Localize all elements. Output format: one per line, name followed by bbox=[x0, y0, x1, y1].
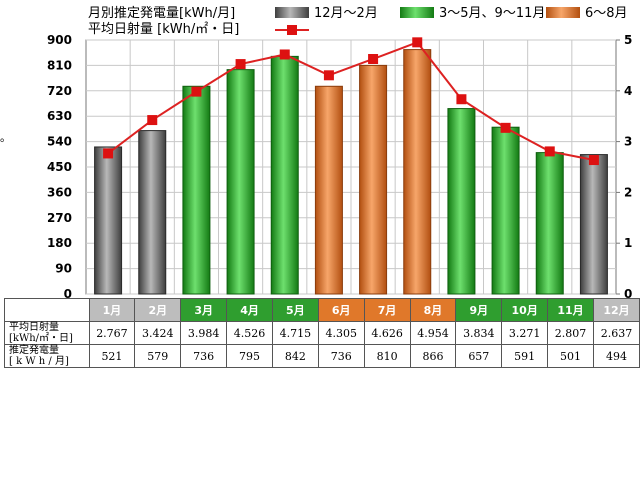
table-month-5: 5月 bbox=[271, 298, 319, 322]
line-axis-title: 平均日射量 [kWh/㎡・日] bbox=[88, 21, 239, 37]
irradiance-value-5: 4.715 bbox=[271, 321, 319, 345]
bar-9 bbox=[447, 108, 476, 295]
bar-5 bbox=[270, 55, 299, 295]
y-left-tick-label: 720 bbox=[47, 84, 72, 98]
table-row-irradiance: 平均日射量 [kWh/㎡・日] 2.767 3.424 3.984 4.526 4.71… bbox=[4, 321, 640, 345]
bar-10 bbox=[491, 126, 520, 295]
generation-value-1: 521 bbox=[88, 344, 136, 368]
table-row-months: 1月 2月 3月 4月 5月 6月 7月 8月 9月 10月 11月 12月 bbox=[4, 298, 640, 322]
chart: 月別推定発電量[kWh/月] 平均日射量 [kWh/㎡・日] 12月～2月 3～… bbox=[47, 6, 632, 300]
irradiance-value-3: 3.984 bbox=[180, 321, 228, 345]
y-right-tick-label: 4 bbox=[624, 84, 632, 98]
table-month-6: 6月 bbox=[317, 298, 365, 322]
generation-value-12: 494 bbox=[592, 344, 640, 368]
irradiance-marker-7 bbox=[368, 53, 379, 64]
y-left-tick-label: 360 bbox=[47, 185, 72, 199]
table-month-1: 1月 bbox=[88, 298, 136, 322]
generation-value-2: 579 bbox=[134, 344, 182, 368]
irradiance-value-4: 4.526 bbox=[226, 321, 273, 345]
generation-value-11: 501 bbox=[547, 344, 594, 368]
irradiance-marker-4 bbox=[235, 59, 246, 70]
irradiance-value-9: 3.834 bbox=[455, 321, 503, 345]
irradiance-value-12: 2.637 bbox=[592, 321, 640, 345]
generation-value-4: 795 bbox=[226, 344, 273, 368]
irradiance-marker-11 bbox=[544, 146, 555, 157]
generation-value-8: 866 bbox=[409, 344, 457, 368]
irradiance-marker-6 bbox=[323, 70, 334, 81]
y-right-tick-label: 2 bbox=[624, 185, 632, 199]
irradiance-value-10: 3.271 bbox=[501, 321, 549, 345]
generation-value-6: 736 bbox=[317, 344, 365, 368]
generation-value-7: 810 bbox=[363, 344, 411, 368]
y-left-tick-label: 450 bbox=[47, 160, 72, 174]
bar-2 bbox=[138, 130, 167, 295]
irradiance-value-8: 4.954 bbox=[409, 321, 457, 345]
legend-swatch-orange bbox=[546, 7, 580, 18]
data-table: 1月 2月 3月 4月 5月 6月 7月 8月 9月 10月 11月 12月 平均日射量 [kWh/㎡… bbox=[4, 298, 640, 368]
y-right-tick-label: 0 bbox=[624, 287, 632, 300]
table-month-4: 4月 bbox=[226, 298, 273, 322]
table-row-generation: 推定発電量 [ k W h / 月] 521 579 736 795 842 736 810… bbox=[4, 344, 640, 368]
table-corner bbox=[4, 298, 90, 322]
irradiance-value-6: 4.305 bbox=[317, 321, 365, 345]
generation-value-3: 736 bbox=[180, 344, 228, 368]
legend-swatch-green bbox=[400, 7, 434, 18]
table-month-2: 2月 bbox=[134, 298, 182, 322]
bar-4 bbox=[226, 69, 255, 295]
y-right-tick-label: 3 bbox=[624, 135, 632, 149]
bar-6 bbox=[314, 85, 343, 295]
irradiance-marker-2 bbox=[147, 115, 158, 126]
table-month-10: 10月 bbox=[501, 298, 549, 322]
bar-1 bbox=[94, 146, 123, 295]
legend-label-green: 3～5月、9～11月 bbox=[439, 6, 545, 21]
table-month-3: 3月 bbox=[180, 298, 228, 322]
bar-12 bbox=[579, 154, 608, 295]
row-label-generation: 推定発電量 [ k W h / 月] bbox=[4, 344, 90, 368]
generation-value-10: 591 bbox=[501, 344, 549, 368]
table-month-9: 9月 bbox=[455, 298, 503, 322]
bar-3 bbox=[182, 85, 211, 295]
irradiance-marker-3 bbox=[191, 86, 202, 97]
generation-value-5: 842 bbox=[271, 344, 319, 368]
table-month-8: 8月 bbox=[409, 298, 457, 322]
irradiance-line bbox=[107, 41, 595, 162]
legend-label-gray: 12月～2月 bbox=[314, 6, 378, 21]
y-left-tick-label: 900 bbox=[47, 33, 72, 47]
y-right-tick-label: 5 bbox=[624, 33, 632, 47]
row-label-irradiance: 平均日射量 [kWh/㎡・日] bbox=[4, 321, 90, 345]
bar-8 bbox=[403, 49, 432, 295]
y-left-tick-label: 180 bbox=[47, 236, 72, 250]
irradiance-value-2: 3.424 bbox=[134, 321, 182, 345]
y-right-tick-label: 1 bbox=[624, 236, 632, 250]
irradiance-marker-1 bbox=[103, 148, 114, 159]
irradiance-value-1: 2.767 bbox=[88, 321, 136, 345]
y-left-tick-label: 630 bbox=[47, 109, 72, 123]
table-month-7: 7月 bbox=[363, 298, 411, 322]
legend-marker-sample bbox=[287, 25, 297, 35]
y-left-tick-label: 810 bbox=[47, 58, 72, 72]
irradiance-marker-5 bbox=[279, 49, 290, 60]
table-month-12: 12月 bbox=[592, 298, 640, 322]
y-left-tick-label: 90 bbox=[55, 262, 72, 276]
irradiance-marker-10 bbox=[500, 122, 511, 133]
irradiance-marker-9 bbox=[456, 94, 467, 105]
irradiance-value-7: 4.626 bbox=[363, 321, 411, 345]
bar-axis-title: 月別推定発電量[kWh/月] bbox=[88, 6, 235, 21]
irradiance-marker-12 bbox=[588, 155, 599, 166]
side-mark: 。 bbox=[0, 131, 11, 144]
table-month-11: 11月 bbox=[547, 298, 594, 322]
bar-7 bbox=[359, 64, 388, 295]
y-left-tick-label: 270 bbox=[47, 211, 72, 225]
generation-value-9: 657 bbox=[455, 344, 503, 368]
legend-label-orange: 6～8月 bbox=[585, 6, 628, 21]
y-left-tick-label: 540 bbox=[47, 135, 72, 149]
irradiance-value-11: 2.807 bbox=[547, 321, 594, 345]
irradiance-marker-8 bbox=[412, 37, 423, 48]
bar-11 bbox=[535, 152, 564, 295]
legend-swatch-gray bbox=[275, 7, 309, 18]
y-left-tick-label: 0 bbox=[64, 287, 72, 300]
